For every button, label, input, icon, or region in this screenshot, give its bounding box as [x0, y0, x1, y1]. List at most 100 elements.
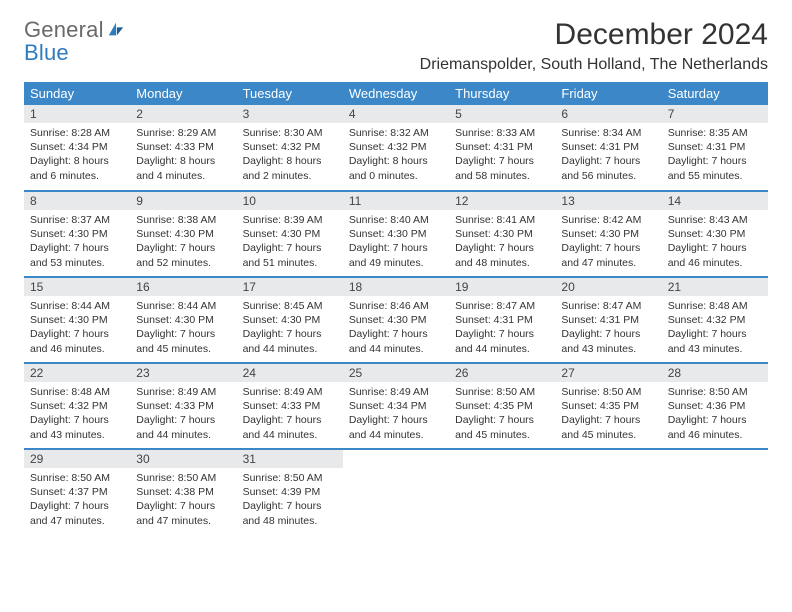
day-cell: 21 Sunrise: 8:48 AMSunset: 4:32 PMDayligh… [662, 277, 768, 363]
sunset-text: Sunset: 4:36 PM [668, 399, 762, 413]
day-number: 13 [555, 192, 661, 210]
sunset-text: Sunset: 4:30 PM [349, 313, 443, 327]
day-info: Sunrise: 8:37 AMSunset: 4:30 PMDaylight:… [24, 210, 130, 276]
daylight-text-2: and 45 minutes. [561, 428, 655, 442]
day-header: Friday [555, 82, 661, 105]
day-info: Sunrise: 8:43 AMSunset: 4:30 PMDaylight:… [662, 210, 768, 276]
daylight-text-1: Daylight: 7 hours [243, 499, 337, 513]
daylight-text-2: and 44 minutes. [349, 428, 443, 442]
day-info: Sunrise: 8:44 AMSunset: 4:30 PMDaylight:… [130, 296, 236, 362]
sunset-text: Sunset: 4:37 PM [30, 485, 124, 499]
day-number: 23 [130, 364, 236, 382]
sunset-text: Sunset: 4:33 PM [136, 140, 230, 154]
daylight-text-2: and 0 minutes. [349, 169, 443, 183]
sunset-text: Sunset: 4:39 PM [243, 485, 337, 499]
sunrise-text: Sunrise: 8:48 AM [668, 299, 762, 313]
daylight-text-1: Daylight: 7 hours [455, 327, 549, 341]
day-info: Sunrise: 8:50 AMSunset: 4:35 PMDaylight:… [555, 382, 661, 448]
daylight-text-1: Daylight: 7 hours [349, 413, 443, 427]
day-number: 9 [130, 192, 236, 210]
brand-logo: GeneralBlue [24, 18, 126, 64]
daylight-text-2: and 56 minutes. [561, 169, 655, 183]
sunset-text: Sunset: 4:30 PM [30, 227, 124, 241]
title-block: December 2024 Driemanspolder, South Holl… [420, 18, 768, 80]
day-info: Sunrise: 8:34 AMSunset: 4:31 PMDaylight:… [555, 123, 661, 189]
daylight-text-1: Daylight: 8 hours [136, 154, 230, 168]
day-cell: 16Sunrise: 8:44 AMSunset: 4:30 PMDayligh… [130, 277, 236, 363]
daylight-text-1: Daylight: 7 hours [30, 241, 124, 255]
day-number: 29 [24, 450, 130, 468]
daylight-text-1: Daylight: 7 hours [30, 499, 124, 513]
daylight-text-2: and 55 minutes. [668, 169, 762, 183]
sunset-text: Sunset: 4:30 PM [136, 313, 230, 327]
day-info: Sunrise: 8:35 AMSunset: 4:31 PMDaylight:… [662, 123, 768, 189]
day-number: 6 [555, 105, 661, 123]
day-info: Sunrise: 8:47 AMSunset: 4:31 PMDaylight:… [555, 296, 661, 362]
sunset-text: Sunset: 4:33 PM [136, 399, 230, 413]
day-number: 12 [449, 192, 555, 210]
daylight-text-2: and 58 minutes. [455, 169, 549, 183]
day-number: 18 [343, 278, 449, 296]
daylight-text-2: and 44 minutes. [455, 342, 549, 356]
day-number: 7 [662, 105, 768, 123]
day-number: 3 [237, 105, 343, 123]
day-cell [662, 449, 768, 535]
day-info: Sunrise: 8:50 AMSunset: 4:36 PMDaylight:… [662, 382, 768, 448]
sunset-text: Sunset: 4:30 PM [561, 227, 655, 241]
day-cell: 19Sunrise: 8:47 AMSunset: 4:31 PMDayligh… [449, 277, 555, 363]
day-number: 26 [449, 364, 555, 382]
location-text: Driemanspolder, South Holland, The Nethe… [420, 56, 768, 74]
day-header: Thursday [449, 82, 555, 105]
daylight-text-2: and 44 minutes. [136, 428, 230, 442]
sunrise-text: Sunrise: 8:47 AM [455, 299, 549, 313]
day-cell: 12Sunrise: 8:41 AMSunset: 4:30 PMDayligh… [449, 191, 555, 277]
daylight-text-2: and 49 minutes. [349, 256, 443, 270]
daylight-text-1: Daylight: 7 hours [243, 413, 337, 427]
sunset-text: Sunset: 4:30 PM [136, 227, 230, 241]
day-info: Sunrise: 8:47 AMSunset: 4:31 PMDaylight:… [449, 296, 555, 362]
day-cell: 20Sunrise: 8:47 AMSunset: 4:31 PMDayligh… [555, 277, 661, 363]
day-info: Sunrise: 8:48 AMSunset: 4:32 PMDaylight:… [24, 382, 130, 448]
day-info: Sunrise: 8:50 AMSunset: 4:39 PMDaylight:… [237, 468, 343, 534]
daylight-text-2: and 48 minutes. [455, 256, 549, 270]
day-number: 15 [24, 278, 130, 296]
daylight-text-2: and 48 minutes. [243, 514, 337, 528]
daylight-text-1: Daylight: 7 hours [455, 413, 549, 427]
daylight-text-1: Daylight: 7 hours [136, 327, 230, 341]
sail-icon [106, 18, 126, 41]
daylight-text-2: and 6 minutes. [30, 169, 124, 183]
sunrise-text: Sunrise: 8:48 AM [30, 385, 124, 399]
sunset-text: Sunset: 4:35 PM [455, 399, 549, 413]
day-info: Sunrise: 8:50 AMSunset: 4:37 PMDaylight:… [24, 468, 130, 534]
sunrise-text: Sunrise: 8:35 AM [668, 126, 762, 140]
day-header: Sunday [24, 82, 130, 105]
day-cell: 17Sunrise: 8:45 AMSunset: 4:30 PMDayligh… [237, 277, 343, 363]
day-number: 21 [662, 278, 768, 296]
sunrise-text: Sunrise: 8:43 AM [668, 213, 762, 227]
sunrise-text: Sunrise: 8:50 AM [243, 471, 337, 485]
day-number: 31 [237, 450, 343, 468]
daylight-text-1: Daylight: 7 hours [349, 241, 443, 255]
sunset-text: Sunset: 4:30 PM [243, 313, 337, 327]
day-cell: 30Sunrise: 8:50 AMSunset: 4:38 PMDayligh… [130, 449, 236, 535]
day-cell: 25Sunrise: 8:49 AMSunset: 4:34 PMDayligh… [343, 363, 449, 449]
sunrise-text: Sunrise: 8:28 AM [30, 126, 124, 140]
daylight-text-1: Daylight: 7 hours [455, 241, 549, 255]
calendar-table: Sunday Monday Tuesday Wednesday Thursday… [24, 82, 768, 535]
sunrise-text: Sunrise: 8:37 AM [30, 213, 124, 227]
sunrise-text: Sunrise: 8:44 AM [30, 299, 124, 313]
daylight-text-1: Daylight: 8 hours [243, 154, 337, 168]
day-header: Monday [130, 82, 236, 105]
daylight-text-2: and 53 minutes. [30, 256, 124, 270]
day-cell: 6Sunrise: 8:34 AMSunset: 4:31 PMDaylight… [555, 105, 661, 191]
day-number: 8 [24, 192, 130, 210]
sunset-text: Sunset: 4:32 PM [668, 313, 762, 327]
day-cell: 27Sunrise: 8:50 AMSunset: 4:35 PMDayligh… [555, 363, 661, 449]
day-number: 11 [343, 192, 449, 210]
header: GeneralBlue December 2024 Driemanspolder… [24, 18, 768, 80]
day-cell: 28Sunrise: 8:50 AMSunset: 4:36 PMDayligh… [662, 363, 768, 449]
sunrise-text: Sunrise: 8:33 AM [455, 126, 549, 140]
daylight-text-2: and 44 minutes. [243, 428, 337, 442]
daylight-text-1: Daylight: 7 hours [668, 327, 762, 341]
day-info: Sunrise: 8:44 AMSunset: 4:30 PMDaylight:… [24, 296, 130, 362]
